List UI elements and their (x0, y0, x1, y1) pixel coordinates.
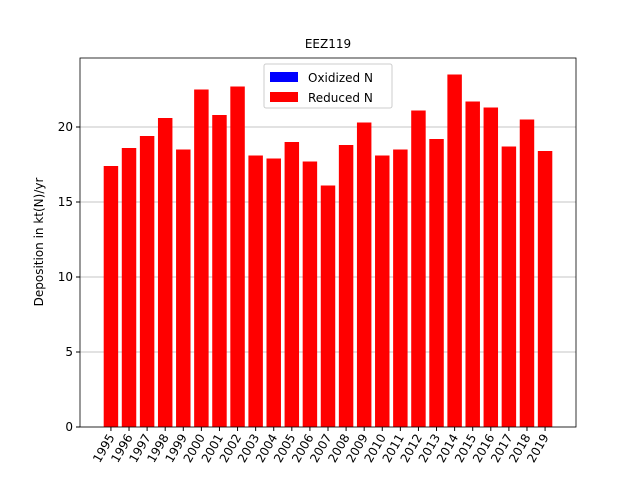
bar (465, 101, 480, 427)
legend-swatch (270, 92, 298, 102)
legend: Oxidized N Reduced N (263, 63, 393, 109)
bar (320, 185, 336, 427)
bar (519, 119, 535, 427)
bar (393, 149, 408, 427)
chart-title: EEZ119 (305, 37, 351, 51)
bar (157, 118, 173, 427)
bar (248, 155, 263, 427)
bar (375, 155, 390, 427)
bar (266, 158, 281, 427)
legend-label: Oxidized N (308, 71, 373, 85)
bar (139, 136, 155, 427)
y-tick-label: 0 (65, 420, 73, 434)
bar (176, 149, 191, 427)
bar (429, 139, 444, 427)
y-axis-label: Deposition in kt(N)/yr (32, 178, 46, 307)
bar (121, 148, 137, 427)
bar (302, 161, 318, 427)
y-tick-label: 5 (65, 345, 73, 359)
y-tick-label: 10 (58, 270, 73, 284)
bar (284, 142, 300, 427)
bar (537, 151, 553, 427)
bar (194, 89, 209, 427)
bar (447, 74, 462, 427)
bar (230, 86, 245, 427)
bar (103, 166, 119, 427)
bar (356, 122, 372, 427)
legend-label: Reduced N (308, 91, 373, 105)
y-tick-label: 20 (58, 120, 73, 134)
bar (501, 146, 517, 427)
bar (411, 110, 426, 427)
plot-frame (79, 57, 577, 428)
y-tick-label: 15 (58, 195, 73, 209)
bar (483, 107, 499, 427)
legend-swatch (270, 72, 298, 82)
bar (212, 115, 227, 427)
bar (338, 145, 354, 427)
